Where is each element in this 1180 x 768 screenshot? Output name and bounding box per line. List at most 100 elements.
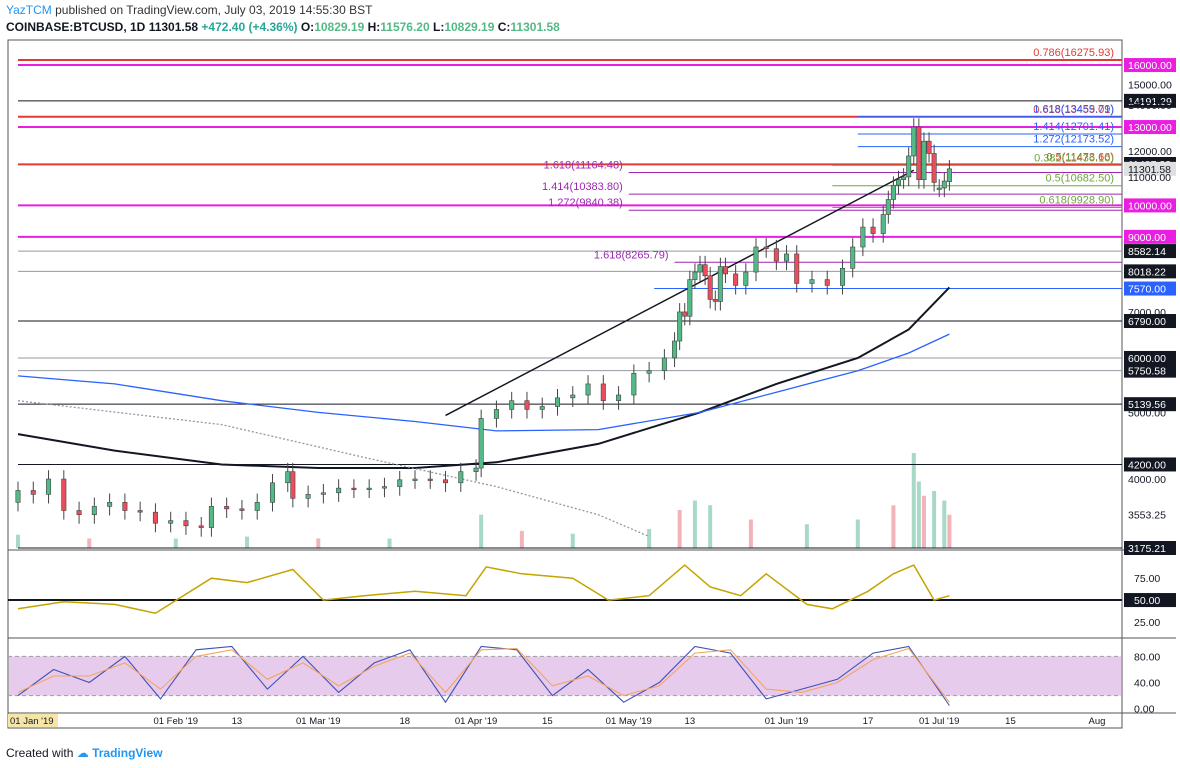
price-axis-label: 13000.00 xyxy=(1124,120,1176,135)
candle-body xyxy=(753,246,759,273)
price-axis-label: 6790.00 xyxy=(1124,314,1176,329)
time-axis-label: 01 Apr '19 xyxy=(455,716,498,727)
price-axis-label: 5750.58 xyxy=(1124,363,1176,378)
candle-body xyxy=(107,502,113,507)
volume-bar xyxy=(947,514,952,548)
price-axis-label-text: 14191.29 xyxy=(1128,96,1172,108)
candle-body xyxy=(707,275,713,300)
price-axis-label-bg xyxy=(1124,281,1176,296)
candle-body xyxy=(697,264,703,273)
moving-average-line xyxy=(17,286,951,469)
fib-level-label: 0.618(9928.90) xyxy=(1039,195,1114,207)
symbol-label[interactable]: COINBASE:BTCUSD, 1D xyxy=(6,20,146,34)
price-axis-label-text: 4200.00 xyxy=(1128,459,1166,471)
candle-body xyxy=(208,506,214,528)
close-label: C: xyxy=(497,20,511,34)
candle-body xyxy=(351,487,357,490)
price-axis-label-text: 6790.00 xyxy=(1128,316,1166,328)
candle-body xyxy=(616,394,622,401)
time-axis-label-text: 01 May '19 xyxy=(606,716,652,727)
candle-body xyxy=(901,176,907,180)
rsi-axis-label-text: 25.00 xyxy=(1134,617,1160,629)
fib-level-label: 0.382(11436.10) xyxy=(1034,152,1114,164)
price-axis-label-bg xyxy=(1124,541,1176,555)
candle-body xyxy=(773,248,779,262)
candle-body xyxy=(936,187,942,190)
price-axis-label-text: 10000.00 xyxy=(1128,200,1172,212)
fib-level-label: 0.786(16275.93) xyxy=(1033,47,1114,59)
time-axis-label-text: 15 xyxy=(542,716,553,727)
rsi-axis-label: 75.00 xyxy=(1134,573,1160,585)
candle-body xyxy=(336,487,342,494)
price-pane: 0.786(16275.93) 0.618(13455.01)1.618(1345… xyxy=(15,47,1176,555)
rsi-axis-label-text: 75.00 xyxy=(1134,573,1160,585)
price-axis-label-bg xyxy=(1124,363,1176,378)
price-axis-label: 4200.00 xyxy=(1124,457,1176,472)
volume-bar xyxy=(387,538,392,548)
high-label: H: xyxy=(367,20,381,34)
candle-body xyxy=(76,510,82,515)
candle-body xyxy=(672,340,678,359)
price-axis-label-text: 5139.56 xyxy=(1128,399,1166,411)
ascending-trendline xyxy=(445,169,915,417)
price-axis-label-bg xyxy=(1124,457,1176,472)
rsi-line xyxy=(17,564,950,614)
candle-body xyxy=(46,478,52,495)
fib-level-label: 0.5(10682.50) xyxy=(1046,173,1115,185)
candle-body xyxy=(784,253,790,262)
time-axis-label-text: 13 xyxy=(685,716,696,727)
candle-body xyxy=(473,467,479,472)
candle-body xyxy=(320,492,326,495)
volume-bar xyxy=(677,510,682,548)
moving-average-line xyxy=(17,333,950,432)
candle-body xyxy=(931,153,937,183)
time-axis-label: 13 xyxy=(232,716,243,727)
candle-body xyxy=(585,383,591,396)
time-axis-label-text: 01 Jan '19 xyxy=(10,716,54,727)
fib-level-label: 1.272(9840.38) xyxy=(548,197,623,209)
candle-body xyxy=(661,357,667,371)
candle-body xyxy=(493,409,499,419)
symbol-header: COINBASE:BTCUSD, 1D 11301.58 +472.40 (+4… xyxy=(6,20,560,34)
candle-body xyxy=(524,400,530,410)
price-axis-label-text: 16000.00 xyxy=(1128,60,1172,72)
candle-body xyxy=(305,494,311,499)
candle-body xyxy=(458,471,464,484)
stoch-overbought-band xyxy=(9,656,1121,696)
tradingview-brand[interactable]: TradingView xyxy=(92,746,163,760)
candle-body xyxy=(906,155,912,178)
volume-bar xyxy=(911,453,916,548)
price-axis-label: 9000.00 xyxy=(1124,229,1176,244)
candle-body xyxy=(896,179,902,186)
rsi-axis-label-bg xyxy=(1124,593,1176,608)
candle-body xyxy=(285,471,291,484)
candle-body xyxy=(554,397,560,407)
publisher-name[interactable]: YazTCM xyxy=(6,3,52,17)
price-change: +472.40 (+4.36%) xyxy=(201,20,298,34)
tradingview-logo-icon: ☁ xyxy=(76,746,89,760)
open-value: 10829.19 xyxy=(314,20,365,34)
price-axis-label: 8018.22 xyxy=(1124,264,1176,279)
candle-body xyxy=(722,266,728,275)
price-axis-label-bg xyxy=(1124,198,1176,213)
candle-body xyxy=(600,383,606,401)
candle-body xyxy=(921,140,927,180)
price-axis-label-bg xyxy=(1124,350,1176,365)
time-axis-label-bg xyxy=(8,714,58,727)
time-axis-label-text: 01 Feb '19 xyxy=(153,716,198,727)
fib-level-label: 1.272(12173.52) xyxy=(1033,134,1114,146)
moving-average-line xyxy=(17,400,650,538)
price-axis-label: 3175.21 xyxy=(1124,541,1176,555)
price-axis-label-bg xyxy=(1124,314,1176,329)
candle-body xyxy=(61,478,67,511)
stoch-axis-label: 0.00 xyxy=(1134,704,1155,716)
time-axis-label: 01 Jul '19 xyxy=(919,716,959,727)
candle-body xyxy=(763,246,769,250)
candle-body xyxy=(870,226,876,234)
volume-bar xyxy=(708,505,713,548)
time-axis-label-text: 01 Jul '19 xyxy=(919,716,959,727)
time-axis-label: 13 xyxy=(685,716,696,727)
candle-body xyxy=(682,311,688,317)
price-axis-label-text: 4000.00 xyxy=(1128,474,1166,486)
